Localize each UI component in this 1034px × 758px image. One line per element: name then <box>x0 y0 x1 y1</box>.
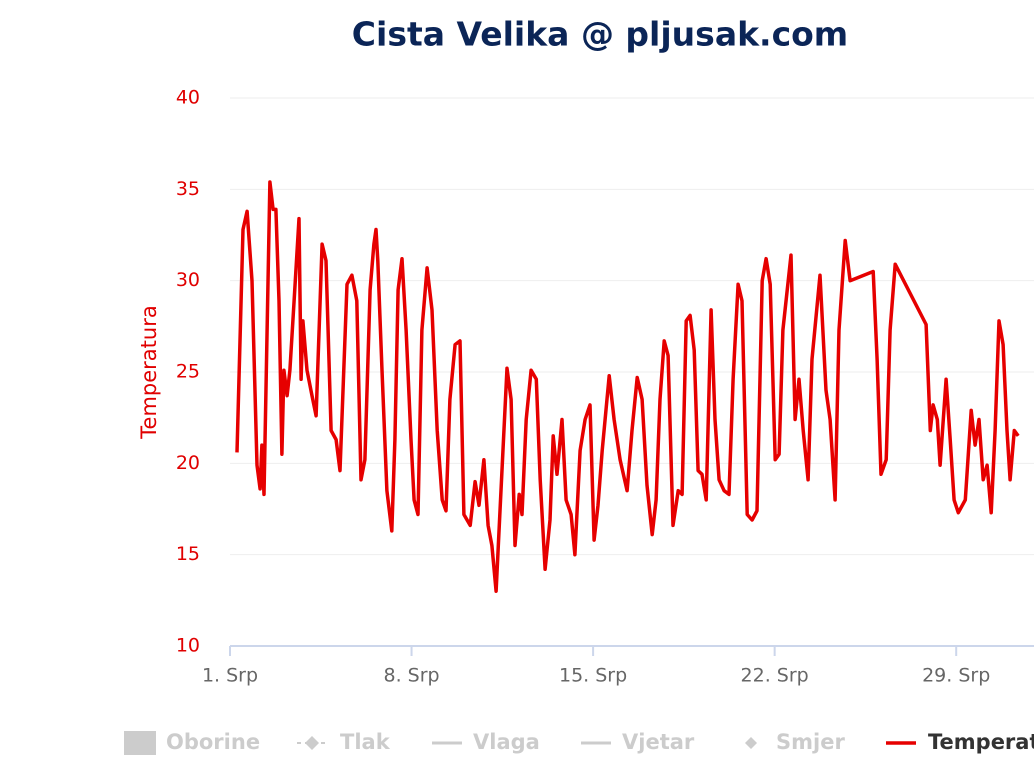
y-tick-label: 25 <box>176 361 200 383</box>
legend-label[interactable]: Temperatura <box>928 730 1034 754</box>
chart-title: Cista Velika @ pljusak.com <box>352 15 848 54</box>
y-tick-label: 30 <box>176 269 200 291</box>
legend-label[interactable]: Vjetar <box>622 730 695 754</box>
x-tick-label: 1. Srp <box>202 665 258 687</box>
legend-symbol <box>745 737 757 749</box>
x-tick-label: 29. Srp <box>922 665 990 687</box>
legend-symbol <box>305 736 319 750</box>
legend-label[interactable]: Smjer <box>776 730 845 754</box>
x-tick-label: 22. Srp <box>741 665 809 687</box>
y-axis-label: Temperatura <box>137 305 161 439</box>
y-tick-label: 35 <box>176 178 200 200</box>
line-series <box>235 180 1020 593</box>
y-tick-label: 10 <box>176 635 200 657</box>
legend-label[interactable]: Oborine <box>166 730 260 754</box>
legend-label[interactable]: Tlak <box>340 730 391 754</box>
y-tick-label: 15 <box>176 543 200 565</box>
legend-symbol <box>124 731 156 755</box>
x-tick-label: 8. Srp <box>383 665 439 687</box>
y-tick-label: 20 <box>176 452 200 474</box>
x-tick-label: 15. Srp <box>559 665 627 687</box>
y-tick-label: 40 <box>176 87 200 109</box>
legend-label[interactable]: Vlaga <box>473 730 540 754</box>
